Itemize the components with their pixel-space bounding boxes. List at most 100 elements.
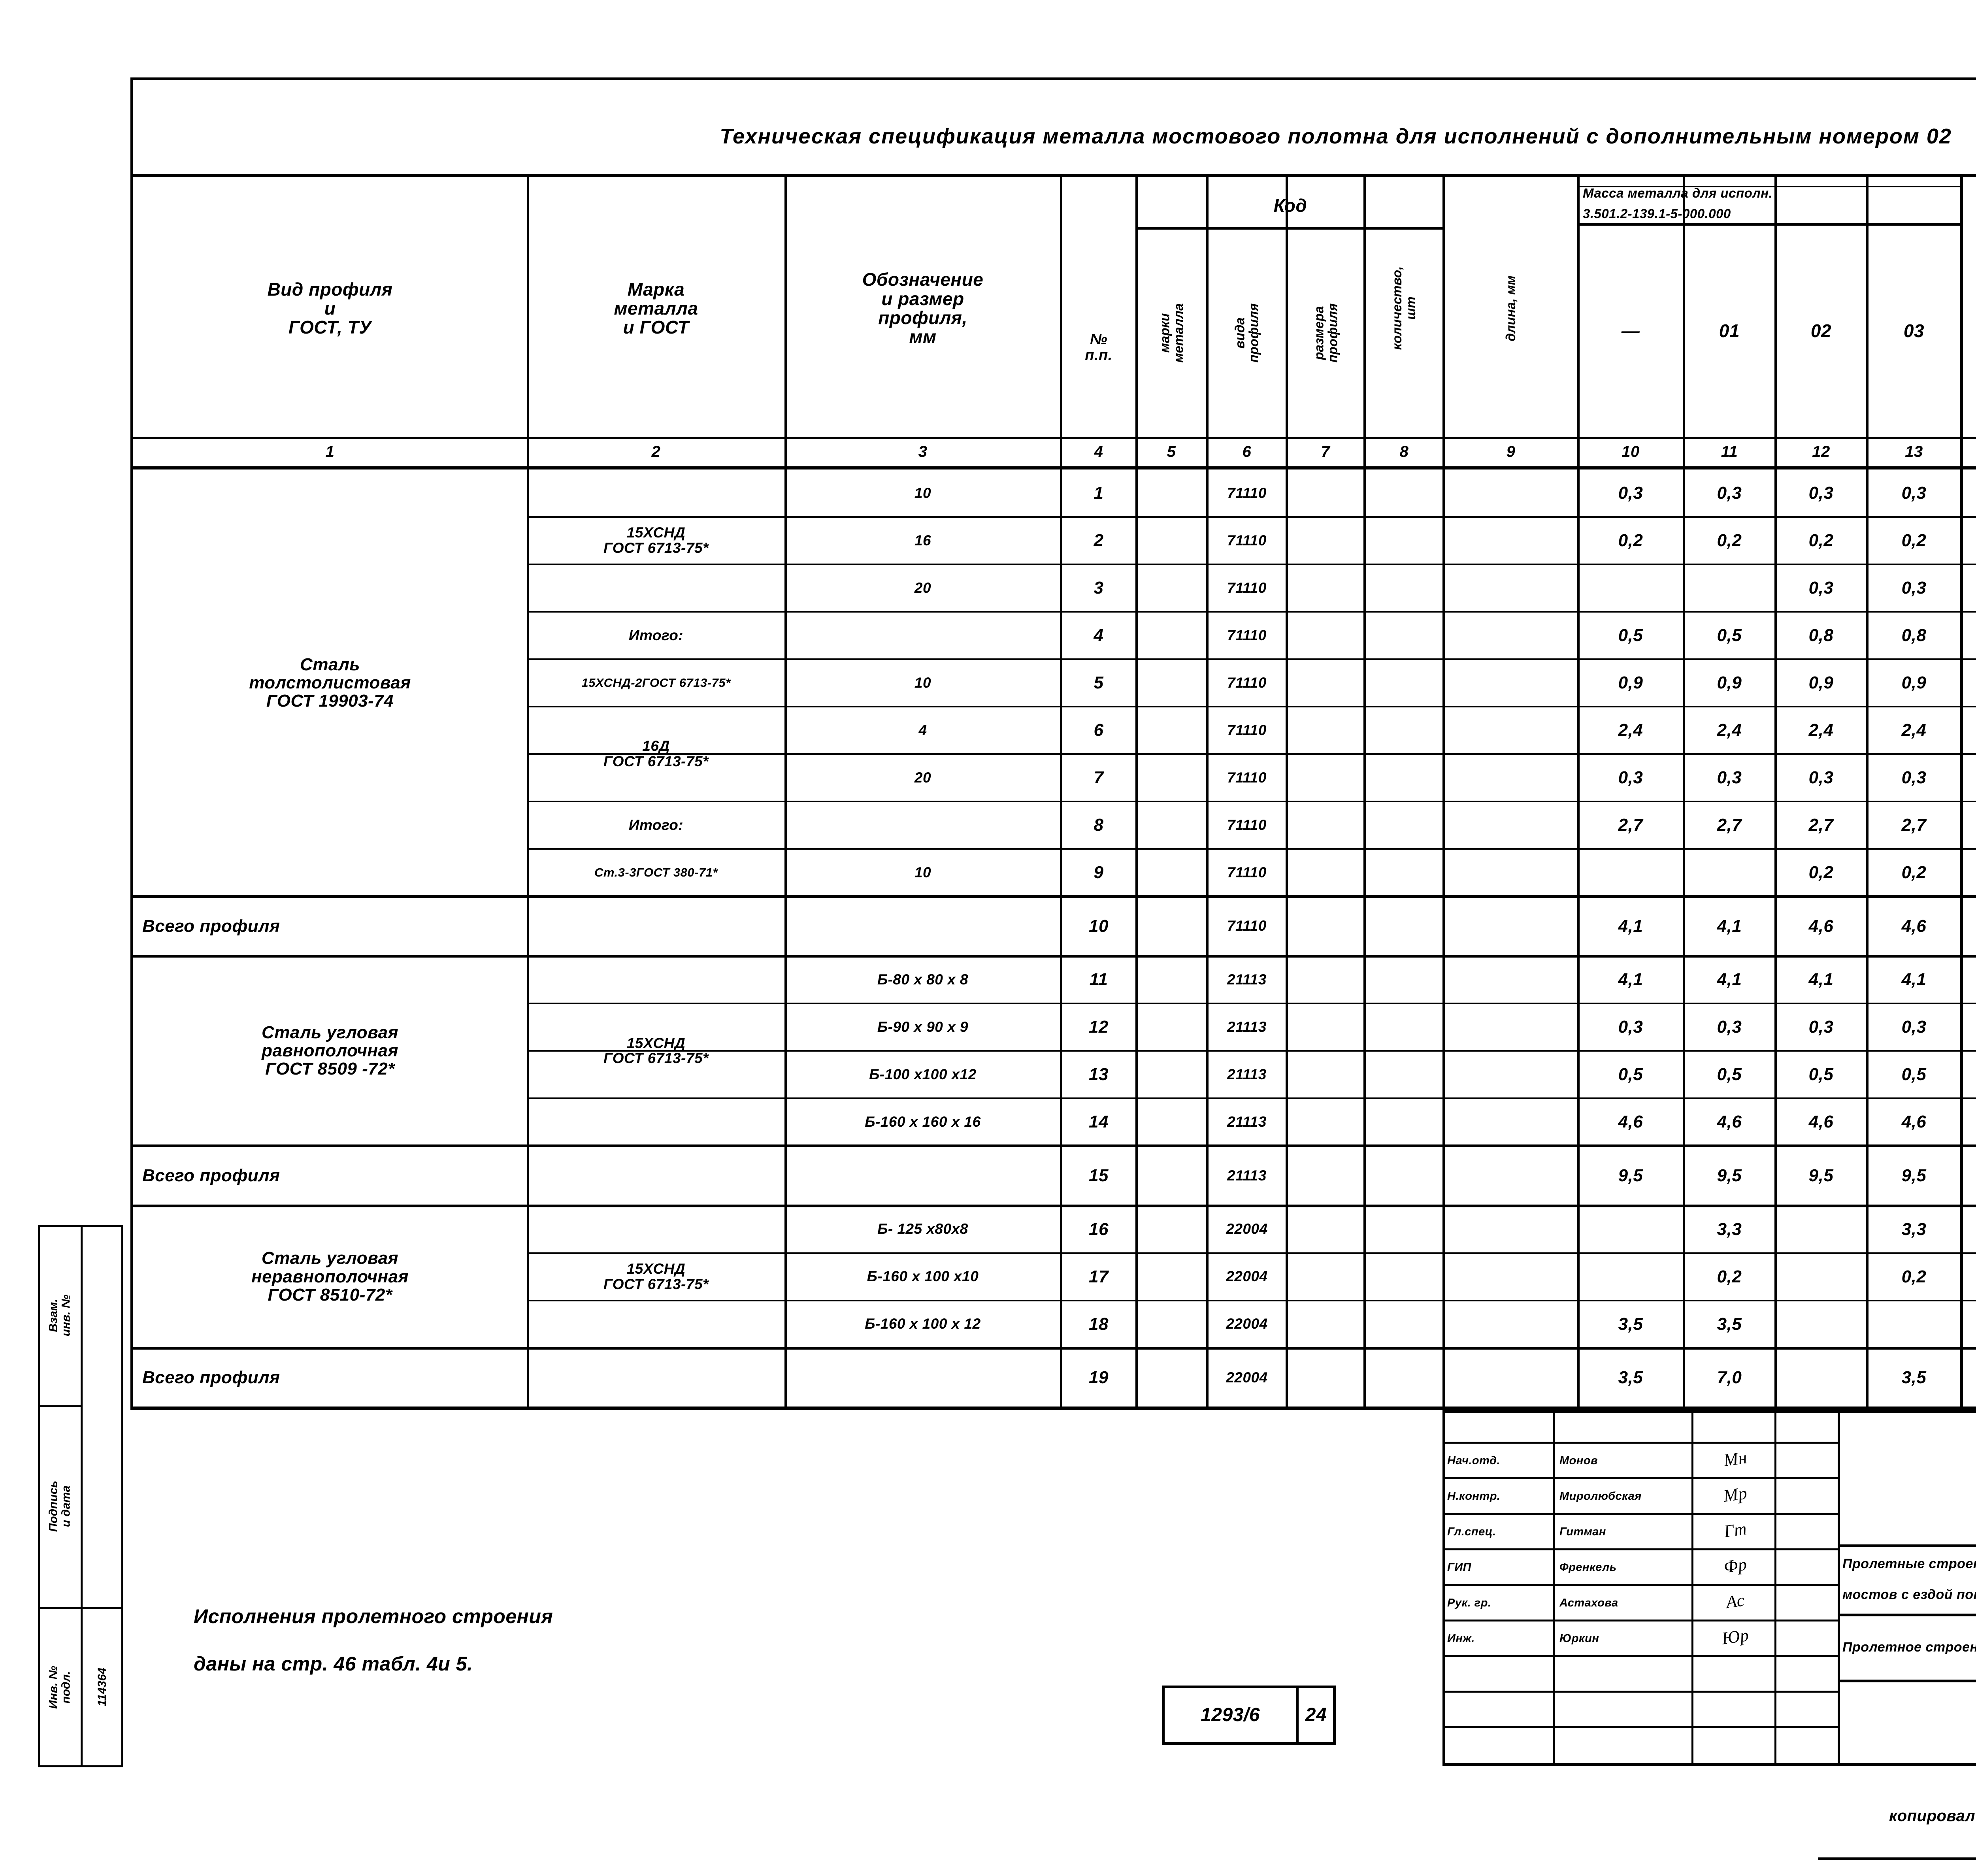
colnum-3: 3 — [918, 443, 928, 460]
table-row-6-rule — [527, 753, 1976, 755]
table-row-2-size: 16 — [914, 532, 931, 549]
table-row-8-c5 — [1138, 801, 1205, 849]
grade-block-rule-4 — [527, 658, 1976, 660]
left-margin-rule-2 — [38, 1607, 123, 1609]
table-row-3-c7 — [1288, 564, 1363, 612]
tb-name-2: Гитман — [1559, 1525, 1606, 1538]
table-row-14-c14 — [1963, 1098, 1976, 1146]
table-row-19-m12 — [1777, 1348, 1865, 1408]
table-row-14-m12: 4,6 — [1808, 1112, 1834, 1132]
table-row-8-np: 8 — [1094, 815, 1104, 835]
table-row-16-m10 — [1580, 1206, 1682, 1253]
col-sep-10 — [1683, 177, 1685, 1409]
table-row-13-rule — [527, 1097, 1976, 1099]
tb-date-0 — [1778, 1444, 1836, 1478]
table-row-17-m11: 0,2 — [1717, 1267, 1742, 1286]
column-number-row-rule — [130, 437, 1976, 439]
left-margin-block-0: Взам. инв. № — [38, 1225, 81, 1405]
tb-date-2 — [1778, 1515, 1836, 1549]
table-row-5-np: 5 — [1094, 673, 1104, 692]
table-row-11-m12: 4,1 — [1808, 970, 1834, 990]
table-row-12-c8 — [1367, 1003, 1442, 1051]
table-row-15-rule-bottom — [130, 1204, 1976, 1207]
table-title: Техническая спецификация металла мостово… — [720, 124, 1952, 148]
colnum-10: 10 — [1622, 443, 1640, 460]
table-row-7-size: 20 — [914, 769, 931, 786]
col-sep-6 — [1286, 177, 1288, 1409]
col-sep-7 — [1363, 177, 1366, 1409]
table-row-6-np: 6 — [1094, 720, 1104, 740]
table-row-16-c6: 22004 — [1226, 1221, 1268, 1237]
table-row-18-c14 — [1963, 1301, 1976, 1348]
table-row-9-c6: 71110 — [1227, 864, 1267, 880]
table-row-14-c5 — [1138, 1098, 1205, 1146]
header-col6: вида профиля — [1209, 231, 1284, 435]
table-row-1-c8 — [1367, 469, 1442, 517]
tb-date-5 — [1778, 1621, 1836, 1655]
table-row-9-c9 — [1446, 849, 1576, 896]
tb-role-1: Н.контр. — [1447, 1489, 1501, 1503]
object-line-1: Пролетные строения для железнодорожных — [1842, 1556, 1976, 1572]
table-row-18-np: 18 — [1089, 1314, 1109, 1334]
table-row-17-np: 17 — [1089, 1267, 1109, 1286]
table-row-11-c7 — [1288, 956, 1363, 1003]
table-row-2-rule — [527, 564, 1976, 566]
table-row-19-m10: 3,5 — [1618, 1368, 1643, 1388]
table-row-16-m13: 3,3 — [1901, 1219, 1927, 1239]
tb-name-1: Миролюбская — [1559, 1489, 1642, 1503]
table-row-6-c5 — [1138, 707, 1205, 754]
grade-block-rule-3 — [527, 611, 1976, 613]
header-col8: количество, шт — [1367, 182, 1442, 435]
table-row-11-profile: Сталь угловая равнополочная ГОСТ 8509 -7… — [261, 1023, 399, 1079]
header-col14: Общая масса, т — [1963, 182, 1976, 435]
table-row-17-size: Б-160 х 100 х10 — [867, 1268, 979, 1285]
table-row-8-m11: 2,7 — [1717, 815, 1742, 835]
table-row-12-c5 — [1138, 1003, 1205, 1051]
mass-group-rule — [1580, 223, 1960, 226]
tb-sep-date — [1838, 1410, 1840, 1766]
table-row-13-c9 — [1446, 1051, 1576, 1098]
stamp-box-divider — [1296, 1686, 1299, 1745]
table-row-10-m13: 4,6 — [1901, 916, 1927, 936]
table-row-11-size: Б-80 х 80 х 8 — [877, 971, 969, 988]
colnum-13: 13 — [1905, 443, 1923, 460]
header-code-group: Код — [1273, 195, 1307, 216]
table-row-1-c6: 71110 — [1227, 485, 1267, 501]
table-row-4-c14 — [1963, 612, 1976, 659]
table-row-7-c14 — [1963, 754, 1976, 801]
table-row-19-m13: 3,5 — [1901, 1368, 1927, 1388]
table-row-7-c5 — [1138, 754, 1205, 801]
table-row-9-c5 — [1138, 849, 1205, 896]
header-col1: Вид профиля и ГОСТ, ТУ — [267, 279, 393, 338]
table-row-2-c9 — [1446, 517, 1576, 564]
title-rule — [130, 174, 1976, 177]
table-row-17-c9 — [1446, 1253, 1576, 1301]
table-row-2-c8 — [1367, 517, 1442, 564]
table-row-13-c7 — [1288, 1051, 1363, 1098]
table-row-2-m12: 0,2 — [1808, 530, 1834, 550]
table-row-7-m12: 0,3 — [1808, 767, 1834, 787]
table-row-2-np: 2 — [1094, 530, 1104, 550]
colnum-6: 6 — [1242, 443, 1252, 460]
table-row-9-c7 — [1288, 849, 1363, 896]
table-row-14-size: Б-160 х 160 х 16 — [865, 1113, 981, 1130]
table-row-8-c14 — [1963, 801, 1976, 849]
table-row-1-m12: 0,3 — [1808, 483, 1834, 503]
table-row-9-size: 10 — [914, 864, 931, 880]
table-row-16-c9 — [1446, 1206, 1576, 1253]
table-row-8-c8 — [1367, 801, 1442, 849]
table-row-16-profile: Сталь угловая неравнополочная ГОСТ 8510-… — [251, 1248, 409, 1305]
tb-rule-8 — [1442, 1726, 1840, 1728]
tb-rule-1 — [1442, 1477, 1840, 1479]
header-col3: Обозначение и размер профиля, мм — [862, 269, 984, 347]
table-row-4-c9 — [1446, 612, 1576, 659]
table-row-6-m11: 2,4 — [1717, 720, 1742, 740]
left-margin-inventory-value: 114364 — [96, 1668, 109, 1706]
table-row-10-m10: 4,1 — [1618, 916, 1643, 936]
table-row-13-np: 13 — [1089, 1065, 1109, 1084]
table-row-2-m10: 0,2 — [1618, 530, 1643, 550]
table-row-1-rule — [527, 516, 1976, 518]
table-row-16-c8 — [1367, 1206, 1442, 1253]
colnum-8: 8 — [1399, 443, 1409, 460]
table-row-1-c7 — [1288, 469, 1363, 517]
